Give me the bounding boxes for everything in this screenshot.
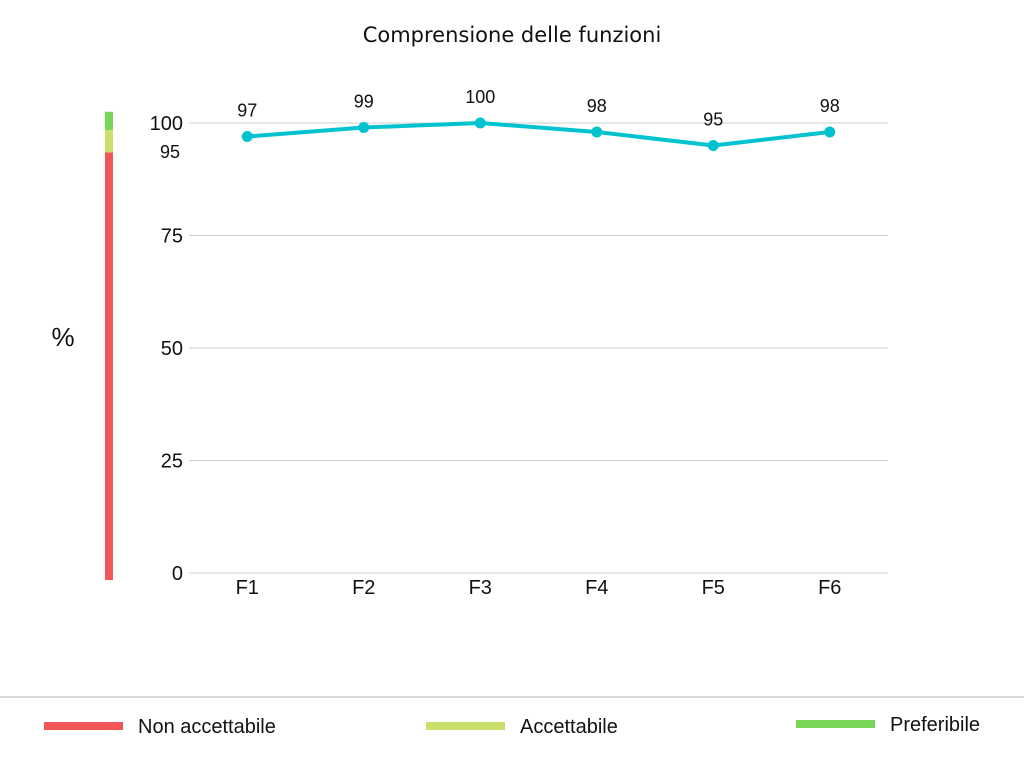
legend-swatch xyxy=(796,720,875,728)
data-point xyxy=(591,126,603,138)
data-label: 100 xyxy=(465,87,495,107)
y-axis-label: % xyxy=(51,322,74,352)
legend-swatch xyxy=(44,722,123,730)
threshold-label: 95 xyxy=(160,142,180,162)
x-tick-label: F5 xyxy=(702,577,725,599)
y-tick-label: 75 xyxy=(161,226,183,248)
series-group: 97 99 100 98 95 98 xyxy=(237,87,840,151)
threshold-band xyxy=(105,111,113,130)
x-tick-label: F2 xyxy=(352,577,375,599)
legend-label: Preferibile xyxy=(890,714,980,736)
y-tick-label: 0 xyxy=(172,563,183,585)
data-point xyxy=(241,131,253,142)
legend-label: Accettabile xyxy=(520,716,618,738)
y-tick-label: 25 xyxy=(161,451,183,473)
data-label: 98 xyxy=(587,96,607,116)
data-label: 99 xyxy=(354,92,374,112)
grid-lines xyxy=(189,122,888,574)
legend-label: Non accettabile xyxy=(138,716,276,738)
threshold-band xyxy=(105,123,113,153)
y-tick-label: 100 xyxy=(150,113,183,135)
data-point xyxy=(824,126,836,138)
x-tick-label: F6 xyxy=(818,577,841,599)
y-axis-ticks: 0 25 50 75 100 xyxy=(150,113,183,585)
series-line xyxy=(247,121,830,148)
data-label: 97 xyxy=(237,101,257,121)
data-point xyxy=(358,122,370,133)
data-label: 98 xyxy=(820,96,840,116)
data-label: 95 xyxy=(703,110,723,130)
threshold-band xyxy=(105,145,113,580)
x-tick-label: F3 xyxy=(469,577,492,599)
y-tick-label: 50 xyxy=(161,338,183,360)
legend: Non accettabile Accettabile Preferibile xyxy=(44,714,980,738)
data-point xyxy=(474,117,486,129)
chart-title: Comprensione delle funzioni xyxy=(363,23,662,47)
threshold-bands xyxy=(105,111,113,580)
x-tick-label: F4 xyxy=(585,577,608,599)
data-point xyxy=(707,140,719,151)
x-axis-ticks: F1 F2 F3 F4 F5 F6 xyxy=(236,577,842,599)
x-tick-label: F1 xyxy=(236,577,259,599)
legend-swatch xyxy=(426,722,505,730)
